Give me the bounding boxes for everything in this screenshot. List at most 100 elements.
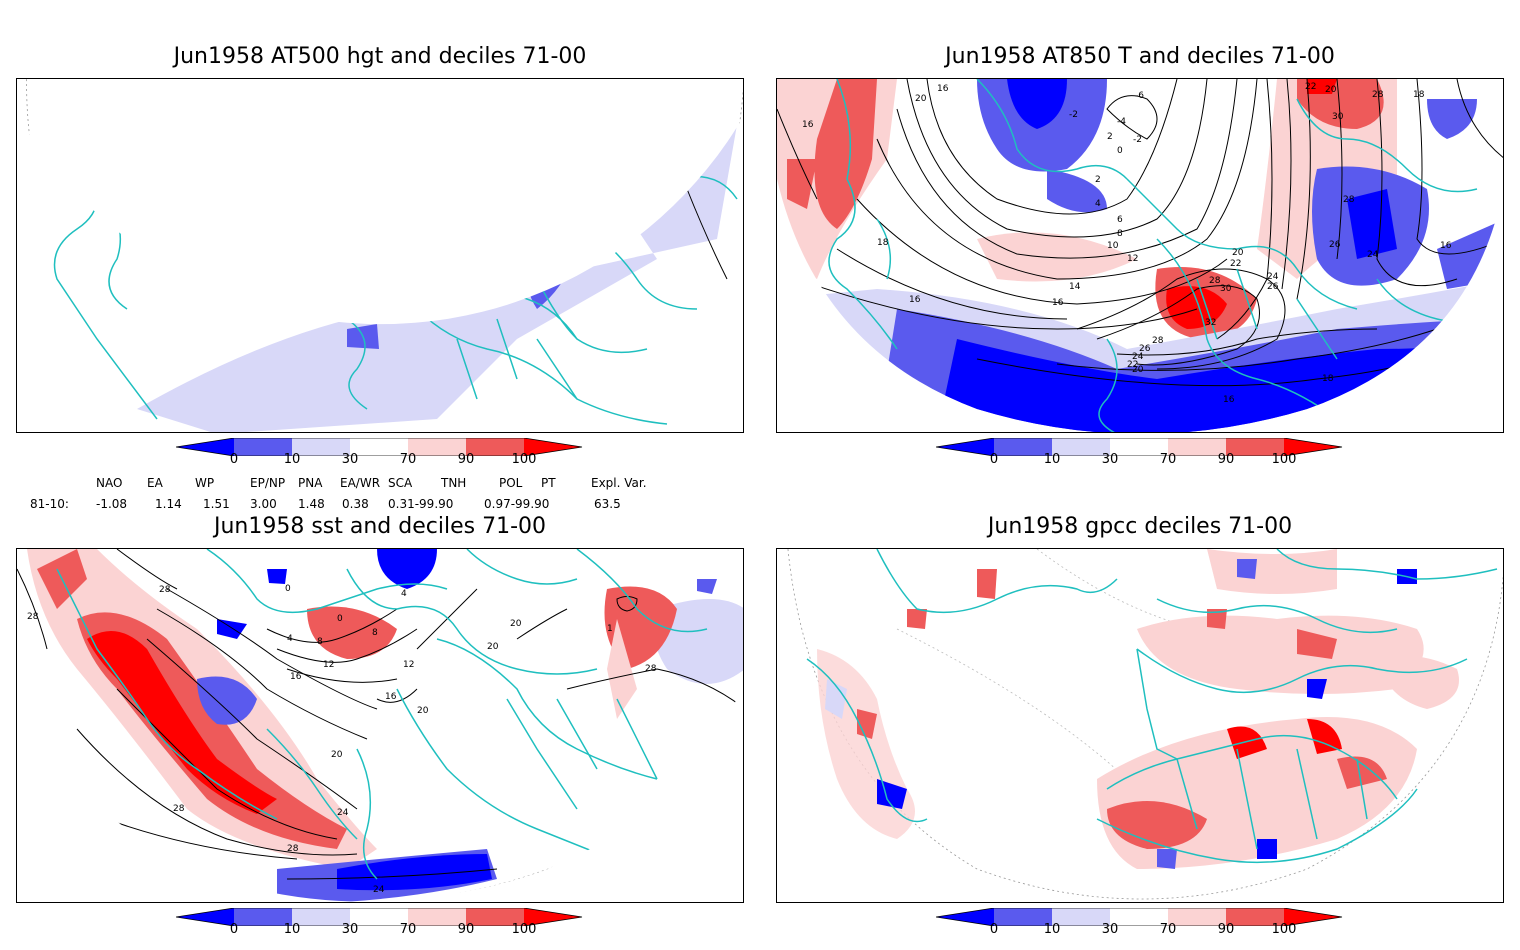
contour-label: 20 (1132, 365, 1144, 375)
hgt-map-svg: 5440 5440 5520 5600 5680 5760 5840 5840 (17, 79, 743, 432)
map-panel-sst: 28 28 0 4 8 12 16 20 24 28 28 24 20 16 2… (16, 548, 744, 903)
contour-label: 8 (372, 628, 378, 638)
cbar-tick-label: 90 (1217, 922, 1235, 937)
panel-title-gpcc: Jun1958 gpcc deciles 71-00 (987, 514, 1293, 539)
colorbar-gpcc: 0 10 30 70 90 100 (936, 908, 1346, 950)
contour-label: 28 (1209, 276, 1221, 286)
contour-label: 28 (1343, 195, 1355, 205)
contour-label: 16 (290, 672, 302, 682)
sst-map-svg: 28 28 0 4 8 12 16 20 24 28 28 24 20 16 2… (17, 549, 743, 902)
cbar-tick-label: 100 (1271, 452, 1297, 467)
contour-label: 16 (937, 84, 949, 94)
cbar-tick-label: 10 (1043, 452, 1061, 467)
panel-title-t850: Jun1958 AT850 T and deciles 71-00 (945, 44, 1335, 69)
colorbar-t850: 0 10 30 70 90 100 (936, 438, 1346, 480)
contour-label: 20 (487, 642, 499, 652)
contour-label: 5840 (651, 185, 674, 195)
colorbar-swatches (936, 908, 1343, 926)
contour-label: 26 (1139, 344, 1151, 354)
contour-label: 22 (1305, 82, 1316, 92)
map-panel-hgt: 5440 5440 5520 5600 5680 5760 5840 5840 (16, 78, 744, 433)
index-header: EA/WR (340, 476, 381, 490)
map-panel-t850: -6 -4 -2 2 0 -2 2 4 6 8 10 12 14 16 16 1… (776, 78, 1504, 433)
cbar-tick-label: 100 (511, 922, 537, 937)
contour-label: 20 (1325, 85, 1337, 95)
cbar-seg-5 (466, 438, 524, 456)
colorbar-swatches (176, 908, 583, 926)
contour-label: 2 (1107, 132, 1113, 142)
cbar-seg-4 (408, 438, 466, 456)
contour-label: 20 (1232, 248, 1244, 258)
contour-label: 4 (1095, 199, 1101, 209)
cbar-seg-1 (994, 438, 1052, 456)
contour-label: 8 (1117, 229, 1123, 239)
cbar-seg-2 (1052, 908, 1110, 926)
colorbar-swatches (936, 438, 1343, 456)
contour-label: 28 (287, 844, 299, 854)
contour-label: 24 (337, 808, 349, 818)
cbar-tick-label: 70 (1159, 452, 1177, 467)
contour-label: 6 (1117, 215, 1123, 225)
cbar-tick-label: 0 (989, 922, 999, 937)
sst-contour-labels: 28 28 0 4 8 12 16 20 24 28 28 24 20 16 2… (27, 584, 657, 895)
cbar-tick-label: 30 (341, 922, 359, 937)
cbar-seg-1 (234, 908, 292, 926)
contour-label: 5840 (357, 273, 380, 283)
gpcc-map-svg (787, 549, 1503, 900)
index-header: SCA (388, 476, 413, 490)
colorbar-sst: 0 10 30 70 90 100 (176, 908, 586, 950)
contour-label: -2 (1069, 110, 1078, 120)
index-value: 3.00 (250, 497, 277, 511)
index-value: 63.5 (594, 497, 621, 511)
index-value: 1.51 (203, 497, 230, 511)
index-header: EA (147, 476, 163, 490)
cbar-tick-label: 0 (989, 452, 999, 467)
index-value: 1.48 (298, 497, 325, 511)
t850-contour-labels: -6 -4 -2 2 0 -2 2 4 6 8 10 12 14 16 16 1… (802, 82, 1452, 405)
colorbar-hgt: 0 10 30 70 90 100 (176, 438, 586, 480)
cbar-seg-6 (524, 438, 582, 456)
cbar-tick-label: 30 (341, 452, 359, 467)
contour-label: 16 (802, 120, 814, 130)
contour-label: 26 (1329, 240, 1341, 250)
contour-label: 22 (1230, 259, 1241, 269)
contour-label: 28 (173, 804, 185, 814)
contour-label: 28 (159, 585, 171, 595)
cbar-seg-4 (408, 908, 466, 926)
contour-label: 4 (401, 589, 407, 599)
cbar-seg-6 (1284, 438, 1342, 456)
index-header: NAO (96, 476, 123, 490)
contour-label: 20 (417, 706, 429, 716)
index-header: WP (195, 476, 215, 490)
index-value: 0.97-99.90 (484, 497, 550, 511)
cbar-seg-0 (176, 908, 234, 926)
cbar-tick-label: 10 (283, 922, 301, 937)
gpcc-patches (817, 549, 1459, 869)
cbar-seg-6 (524, 908, 582, 926)
contour-label: 16 (1223, 395, 1235, 405)
cbar-tick-label: 70 (399, 922, 417, 937)
colorbar-swatches (176, 438, 583, 456)
contour-label: 24 (1132, 352, 1144, 362)
cbar-seg-1 (994, 908, 1052, 926)
contour-label: 18 (877, 238, 889, 248)
contour-label: 18 (1413, 90, 1425, 100)
cbar-tick-label: 30 (1101, 922, 1119, 937)
index-header: TNH (441, 476, 467, 490)
cbar-tick-label: 90 (457, 452, 475, 467)
cbar-seg-0 (936, 908, 994, 926)
index-header: Expl. Var. (591, 476, 647, 490)
cbar-tick-label: 30 (1101, 452, 1119, 467)
contour-label: 20 (915, 94, 927, 104)
contour-label: 20 (510, 619, 522, 629)
contour-label: 16 (385, 692, 397, 702)
contour-label: 10 (1107, 241, 1119, 251)
contour-label: 32 (1205, 318, 1216, 328)
contour-label: -6 (1135, 91, 1144, 101)
index-header: EP/NP (250, 476, 286, 490)
cbar-seg-2 (292, 908, 350, 926)
contour-label: 24 (1267, 272, 1279, 282)
panel-title-hgt: Jun1958 AT500 hgt and deciles 71-00 (173, 44, 587, 69)
cbar-tick-label: 100 (1271, 922, 1297, 937)
contour-label: 5680 (360, 224, 383, 234)
